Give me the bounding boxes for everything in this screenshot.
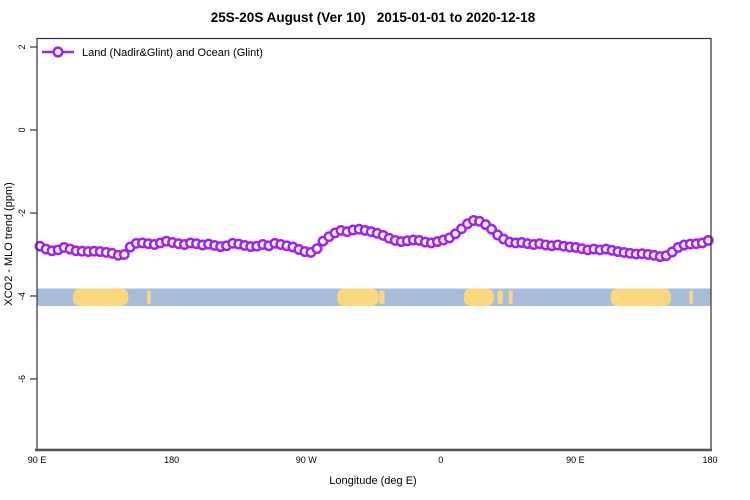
x-tick-label: 180: [702, 455, 717, 465]
land-strip-segment: [610, 288, 672, 306]
y-tick-label: 0: [17, 127, 27, 132]
data-point-marker: [118, 249, 130, 260]
x-tick-label: 90 E: [28, 455, 47, 465]
land-strip-segment: [463, 288, 494, 306]
legend-open-circle-marker: [52, 46, 64, 58]
land-strip-segment: [508, 290, 513, 304]
legend-label: Land (Nadir&Glint) and Ocean (Glint): [82, 47, 263, 59]
x-tick-label: 90 W: [296, 455, 318, 465]
land-strip-segment: [379, 290, 385, 304]
land-strip-segment: [497, 290, 503, 304]
land-strip-segment: [689, 290, 694, 304]
y-tick-label: -2: [17, 209, 27, 217]
y-tick-label: 2: [17, 44, 27, 49]
data-point-marker: [311, 243, 323, 255]
x-tick-labels: 90 E 180 90 W 0 90 E 180: [28, 455, 718, 465]
legend: Land (Nadir&Glint) and Ocean (Glint): [42, 46, 263, 59]
y-tick-label: -4: [17, 292, 27, 300]
y-axis-title: XCO2 - MLO trend (ppm): [3, 182, 15, 305]
chart-title: 25S-20S August (Ver 10) 2015-01-01 to 20…: [211, 10, 536, 25]
land-strip-segment: [147, 290, 151, 304]
y-tick-labels: 2 0 -2 -4 -6: [17, 44, 27, 383]
x-axis-title: Longitude (deg E): [329, 475, 416, 487]
land-strip-segment: [337, 288, 379, 306]
land-strip-segment: [72, 288, 129, 306]
x-tick-label: 180: [164, 455, 179, 465]
y-tick-marks: [30, 46, 37, 380]
land-ocean-band: [37, 288, 711, 306]
x-tick-label: 0: [438, 455, 443, 465]
x-tick-label: 90 E: [566, 455, 585, 465]
data-point-marker: [702, 234, 714, 246]
y-tick-label: -6: [17, 375, 27, 383]
data-series: [34, 215, 714, 263]
